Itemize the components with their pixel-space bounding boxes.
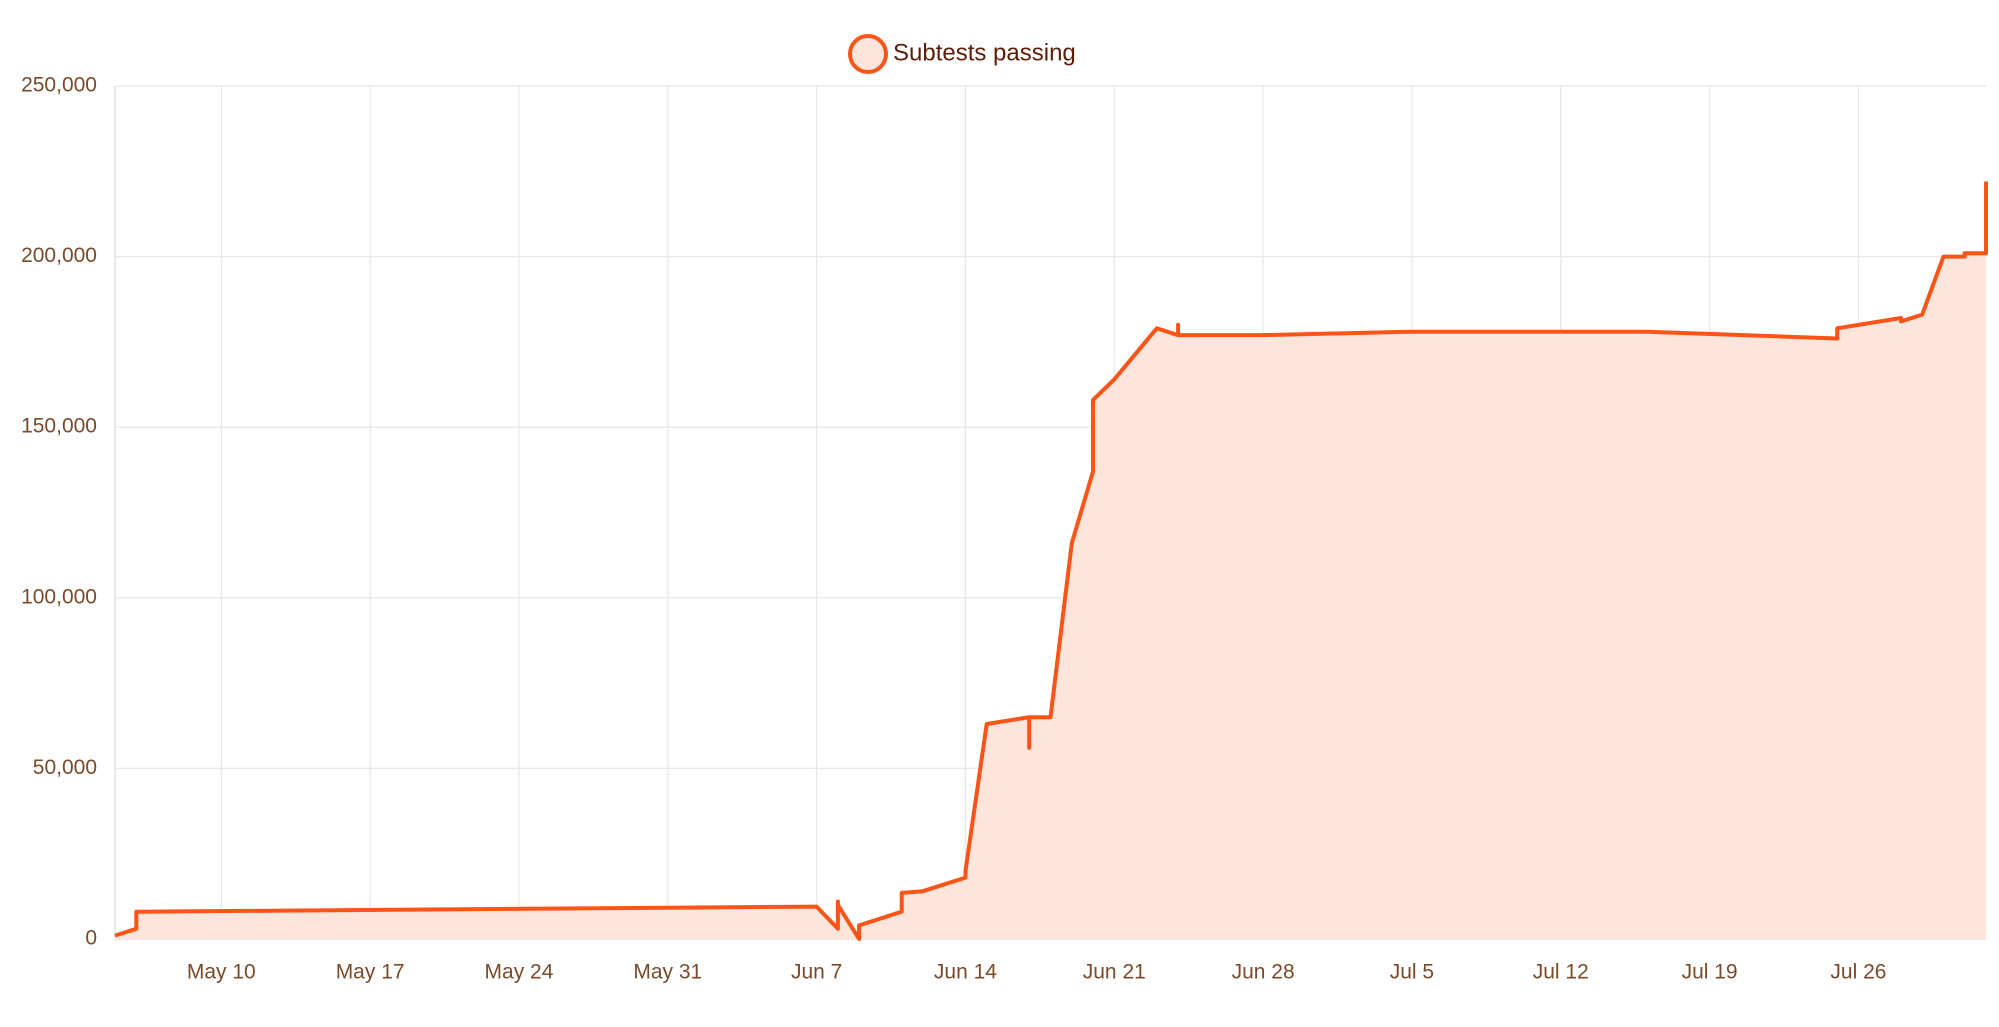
y-tick-label: 50,000: [33, 756, 97, 779]
area: [115, 181, 1986, 939]
y-tick-label: 200,000: [21, 244, 97, 267]
y-tick-label: 250,000: [21, 74, 97, 97]
y-tick-label: 150,000: [21, 415, 97, 438]
y-tick-label: 100,000: [21, 585, 97, 608]
x-tick-label: Jul 12: [1533, 961, 1589, 984]
x-tick-label: Jun 28: [1232, 961, 1295, 984]
legend-item: Subtests passing: [848, 34, 1076, 74]
x-tick-label: Jul 19: [1682, 961, 1738, 984]
x-tick-label: Jun 14: [934, 961, 997, 984]
x-tick-label: Jul 5: [1390, 961, 1434, 984]
y-tick-label: 0: [85, 927, 97, 950]
x-tick-label: May 10: [187, 961, 256, 984]
legend-label: Subtests passing: [893, 39, 1076, 66]
x-tick-label: May 31: [633, 961, 702, 984]
x-tick-label: May 24: [485, 961, 554, 984]
x-tick-label: Jun 21: [1083, 961, 1146, 984]
x-tick-label: Jun 7: [791, 961, 842, 984]
line: [114, 181, 1988, 941]
x-tick-label: Jul 26: [1830, 961, 1886, 984]
legend-swatch: [848, 34, 888, 74]
x-tick-label: May 17: [336, 961, 405, 984]
